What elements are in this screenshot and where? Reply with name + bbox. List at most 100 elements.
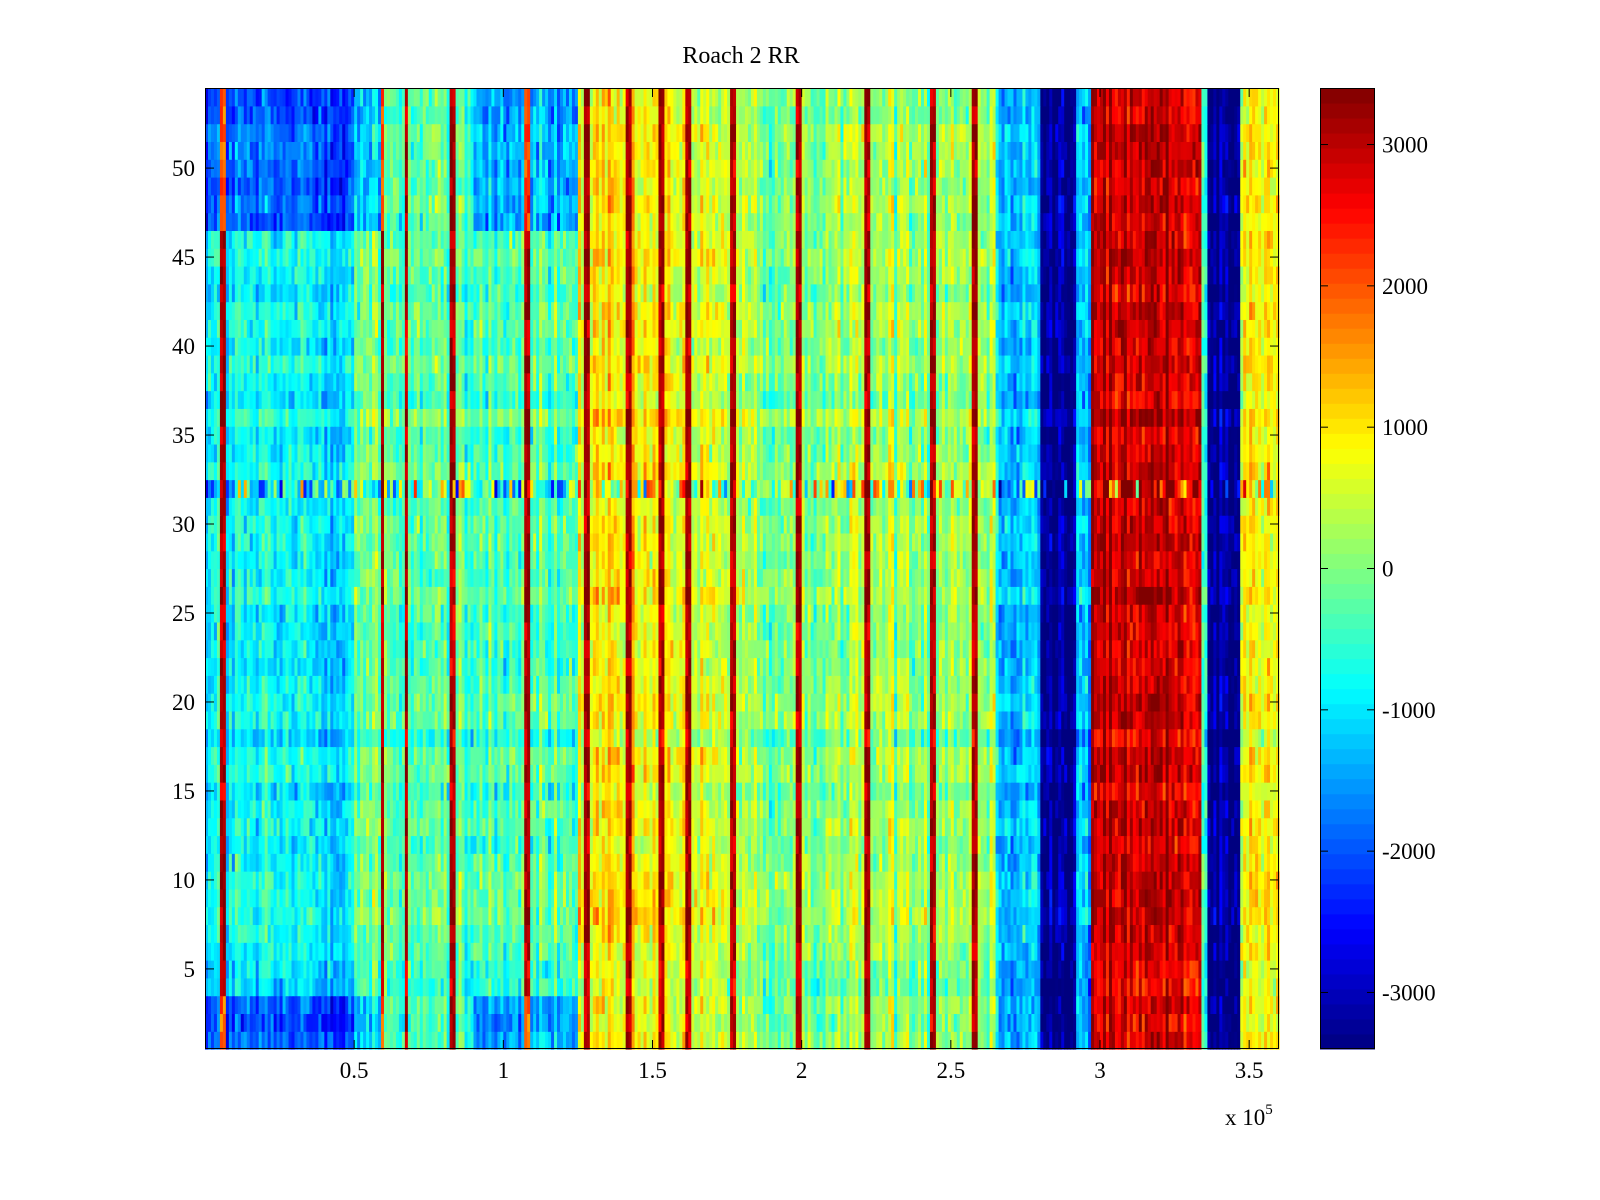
heatmap-cell <box>431 1031 436 1050</box>
heatmap-cell <box>1183 995 1188 1015</box>
heatmap-cell <box>977 1013 982 1032</box>
heatmap-cell <box>906 1031 910 1050</box>
heatmap-cell <box>1150 995 1155 1015</box>
heatmap-cell <box>482 995 487 1015</box>
heatmap-cell <box>536 995 540 1015</box>
heatmap-cell <box>1195 1031 1200 1050</box>
heatmap-cell <box>673 1031 677 1050</box>
heatmap-cell <box>959 1013 964 1032</box>
heatmap-cell <box>619 1013 624 1032</box>
heatmap-cell <box>1213 995 1217 1015</box>
heatmap-cell <box>977 1031 982 1050</box>
heatmap-cell <box>524 995 528 1015</box>
heatmap-cell <box>470 1013 475 1032</box>
heatmap-cell <box>661 1013 666 1032</box>
heatmap-cell <box>458 977 463 997</box>
heatmap-cell <box>482 1013 487 1032</box>
heatmap-cell <box>294 977 299 997</box>
heatmap-cell <box>652 995 657 1015</box>
heatmap-cell <box>1001 1031 1006 1050</box>
heatmap-cell <box>410 1013 415 1032</box>
heatmap-cell <box>1195 995 1200 1015</box>
heatmap-cell <box>515 977 519 997</box>
heatmap-cell <box>372 977 376 997</box>
heatmap-cell <box>413 995 418 1015</box>
heatmap-cell <box>1010 1031 1015 1050</box>
heatmap-cell <box>1255 995 1259 1015</box>
heatmap-cell <box>873 1031 877 1050</box>
heatmap-cell <box>503 977 507 997</box>
heatmap-cell <box>1091 1013 1095 1032</box>
heatmap-cell <box>700 995 704 1015</box>
heatmap-cell <box>264 1031 269 1050</box>
heatmap-cell <box>1111 995 1116 1015</box>
heatmap-cell <box>929 995 934 1015</box>
heatmap-cell <box>282 977 287 997</box>
heatmap-cell <box>864 1013 868 1032</box>
heatmap-cell <box>276 1031 281 1050</box>
heatmap-cell <box>554 1031 558 1050</box>
heatmap-cell <box>1144 1013 1149 1032</box>
heatmap-cell <box>428 995 433 1015</box>
heatmap-cell <box>1100 1013 1104 1032</box>
heatmap-cell <box>1177 1031 1182 1050</box>
heatmap-cell <box>336 995 340 1015</box>
heatmap-cell <box>1210 1013 1214 1032</box>
heatmap-cell <box>1102 1013 1107 1032</box>
heatmap-cell <box>1267 995 1271 1015</box>
heatmap-cell <box>1165 1013 1170 1032</box>
heatmap-cell <box>392 1013 397 1032</box>
heatmap-cell <box>216 1031 221 1050</box>
heatmap-cell <box>646 1031 651 1050</box>
heatmap-cell <box>739 995 743 1015</box>
heatmap-cell <box>1153 1031 1158 1050</box>
heatmap-cell <box>1111 1013 1116 1032</box>
heatmap-cell <box>306 1031 311 1050</box>
heatmap-cell <box>783 1031 788 1050</box>
heatmap-cell <box>467 977 472 997</box>
heatmap-cell <box>1079 995 1083 1015</box>
heatmap-cell <box>1180 1013 1185 1032</box>
heatmap-cell <box>935 995 940 1015</box>
heatmap-cell <box>1258 1031 1262 1050</box>
heatmap-cell <box>789 995 794 1015</box>
heatmap-cell <box>1022 1031 1027 1050</box>
heatmap-cell <box>216 1013 221 1032</box>
heatmap-cell <box>706 1031 710 1050</box>
heatmap-cell <box>285 1013 290 1032</box>
heatmap-cell <box>515 1031 519 1050</box>
heatmap-cell <box>744 995 749 1015</box>
heatmap-cell <box>551 977 555 997</box>
heatmap-cell <box>586 1031 591 1050</box>
heatmap-cell <box>649 1031 654 1050</box>
heatmap-cell <box>1186 1013 1191 1032</box>
heatmap-cell <box>243 1013 248 1032</box>
heatmap-cell <box>565 1031 570 1050</box>
heatmap-cell <box>297 977 302 997</box>
heatmap-cell <box>1156 1013 1161 1032</box>
heatmap-cell <box>264 1013 269 1032</box>
heatmap-cell <box>938 1031 943 1050</box>
heatmap-cell <box>1189 1013 1194 1032</box>
heatmap-cell <box>246 995 251 1015</box>
heatmap-cell <box>386 1031 391 1050</box>
heatmap-cell <box>1228 1013 1232 1032</box>
heatmap-cell <box>354 995 358 1015</box>
heatmap-cell <box>1114 995 1119 1015</box>
heatmap-cell <box>652 1013 657 1032</box>
heatmap-cell <box>733 1013 737 1032</box>
heatmap-cell <box>1073 1031 1077 1050</box>
heatmap-cell <box>276 977 281 997</box>
heatmap-cell <box>744 1013 749 1032</box>
heatmap-cell <box>918 1031 922 1050</box>
heatmap-cell <box>932 1013 937 1032</box>
heatmap-cell <box>440 1031 445 1050</box>
heatmap-cell <box>1159 995 1164 1015</box>
heatmap-cell <box>1120 1013 1125 1032</box>
heatmap-cell <box>718 995 722 1015</box>
heatmap-cell <box>482 977 487 997</box>
heatmap-cell <box>747 1013 752 1032</box>
heatmap-cell <box>795 1013 800 1032</box>
heatmap-cell <box>906 995 910 1015</box>
heatmap-cell <box>389 1013 394 1032</box>
